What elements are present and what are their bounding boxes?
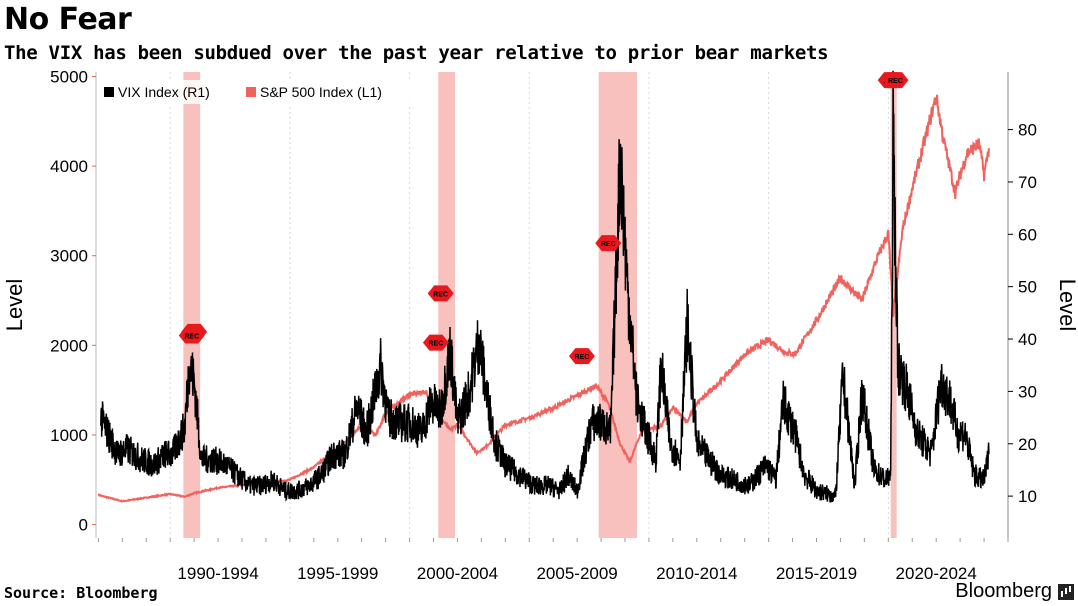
x-tick-label-1: 1995-1999 [297,564,378,583]
legend-background [100,80,418,104]
brand-name: Bloomberg [955,580,1052,602]
right-tick-label-0: 10 [1018,487,1037,506]
right-tick-label-7: 80 [1018,121,1037,140]
recession-band-0 [183,72,201,538]
recession-band-2 [598,72,637,538]
rec-marker-label: REC [888,78,903,85]
rec-marker-7: REC [882,72,909,89]
right-tick-label-5: 60 [1018,225,1037,244]
chart-title: No Fear [4,2,132,37]
rec-marker-shape [568,348,595,365]
left-tick-label-5: 5000 [50,67,88,86]
right-axis-title: Level [1055,279,1078,332]
series-line-vix [100,70,990,503]
right-tick-label-4: 50 [1018,278,1037,297]
left-tick-label-1: 1000 [50,426,88,445]
recession-band-1 [438,72,456,538]
rec-marker-shape [595,235,622,252]
rec-marker-label: REC [429,341,444,348]
left-tick-label-2: 2000 [50,336,88,355]
x-tick-label-5: 2015-2019 [776,564,857,583]
right-tick-label-3: 40 [1018,330,1037,349]
rec-marker-label: REC [575,354,590,361]
rec-marker-3: REC [422,334,449,351]
left-tick-label-3: 3000 [50,247,88,266]
source-note: Source: Bloomberg [4,584,158,602]
rec-marker-shape [422,334,449,351]
rec-marker-label: REC [601,241,616,248]
bloomberg-terminal-icon [1058,584,1074,600]
x-tick-label-3: 2005-2009 [536,564,617,583]
rec-marker-label: REC [184,333,199,340]
rec-marker-5: REC [595,235,622,252]
left-tick-label-0: 0 [79,516,88,535]
legend: VIX Index (R1) S&P 500 Index (L1) [100,80,418,104]
rec-marker-shape [882,72,909,89]
chart-subtitle: The VIX has been subdued over the past y… [4,42,829,64]
left-axis-title: Level [2,279,27,332]
x-tick-label-6: 2020-2024 [896,564,977,583]
rec-marker-shape [427,285,454,302]
rec-marker-4: REC [568,348,595,365]
x-tick-label-0: 1990-1994 [177,564,258,583]
x-tick-label-2: 2000-2004 [417,564,498,583]
legend-label-spx: S&P 500 Index (L1) [260,84,382,100]
legend-label-vix: VIX Index (R1) [118,84,210,100]
rec-marker-1: REC [178,327,205,344]
series-line-spx [97,94,990,503]
legend-swatch-spx [246,87,256,97]
rec-marker-2: REC [427,285,454,302]
rec-marker-label: REC [433,291,448,298]
rec-marker-shape [178,327,205,344]
right-tick-label-6: 70 [1018,173,1037,192]
right-tick-label-1: 20 [1018,435,1037,454]
right-tick-label-2: 30 [1018,382,1037,401]
legend-swatch-vix [104,87,114,97]
left-tick-label-4: 4000 [50,157,88,176]
x-tick-label-4: 2010-2014 [656,564,737,583]
